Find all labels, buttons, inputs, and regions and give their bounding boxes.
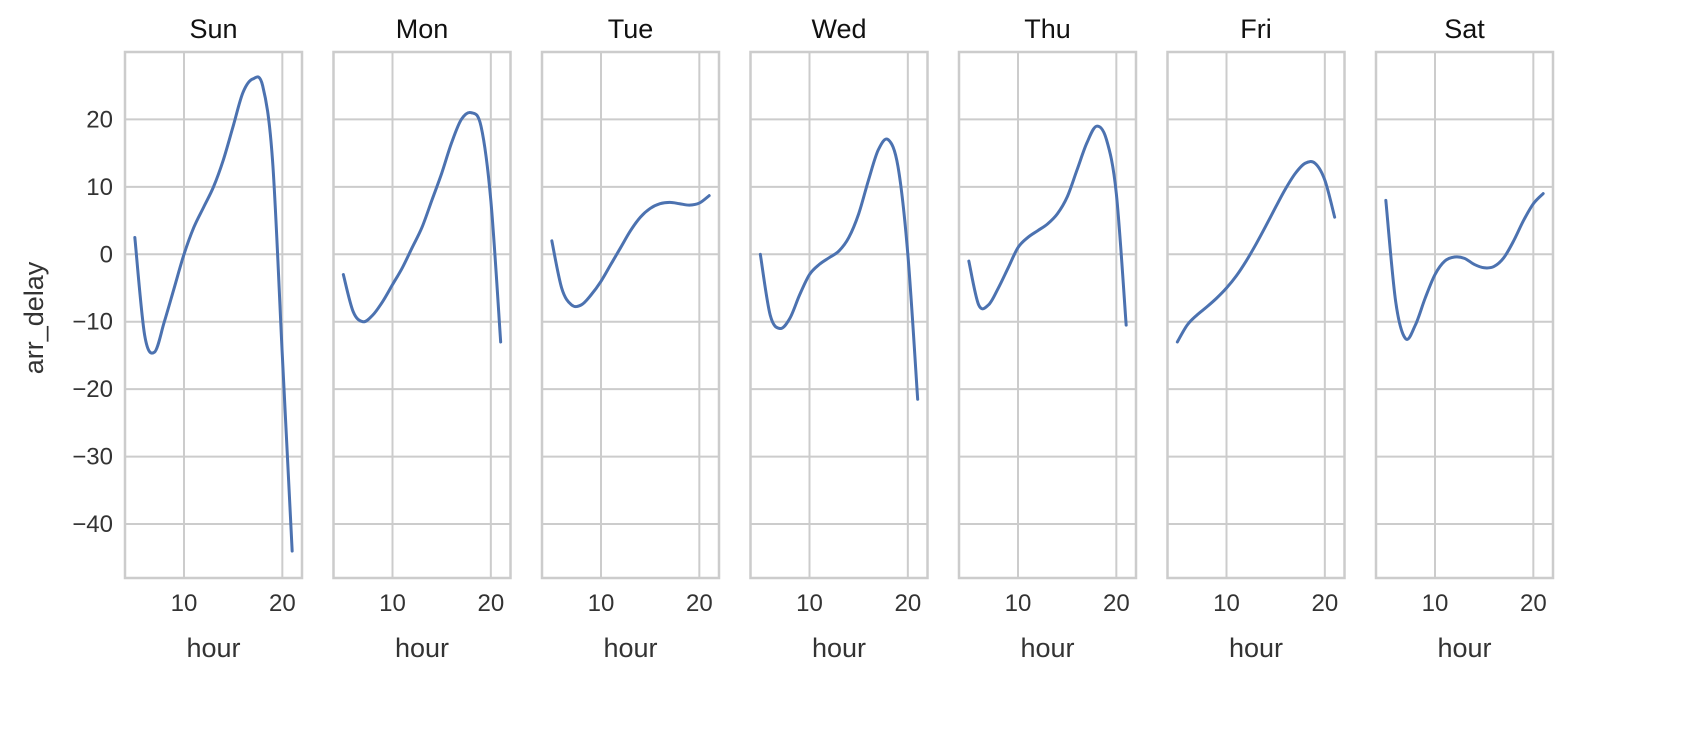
x-tick-label: 20 (1311, 590, 1338, 617)
x-tick-label: 10 (588, 590, 615, 617)
panel-frame (957, 50, 1138, 580)
panel-frame (1374, 50, 1555, 580)
panel-frame (123, 50, 304, 580)
panel-frame (1166, 50, 1346, 580)
x-tick-label: 10 (1005, 590, 1032, 617)
x-tick-label: 20 (686, 590, 713, 617)
facet-panel-sun: Sun 10 20 hour −40 −30 −20 −10 0 10 20 (72, 14, 304, 663)
panel-frame (540, 50, 721, 580)
series-line-sun (133, 75, 294, 553)
series-line-fri (1175, 160, 1337, 344)
facet-panel-wed: Wed 10 20 hour (749, 14, 929, 663)
y-tick-label: 20 (86, 106, 113, 133)
series-line-tue (550, 194, 711, 309)
x-axis-label: hour (812, 633, 866, 663)
x-tick-label: 10 (796, 590, 823, 617)
x-tick-label: 20 (1520, 590, 1547, 617)
x-tick-label: 10 (1422, 590, 1449, 617)
panel-title: Sun (189, 14, 237, 44)
y-tick-label: −30 (72, 444, 113, 471)
facet-panel-tue: Tue 10 20 hour (540, 14, 721, 663)
series-line-thu (967, 124, 1128, 327)
x-axis-label: hour (603, 633, 657, 663)
panel-title: Fri (1240, 14, 1271, 44)
x-tick-label: 20 (1103, 590, 1130, 617)
facet-panel-mon: Mon 10 20 hour (332, 14, 512, 663)
y-tick-label: 10 (86, 174, 113, 201)
y-tick-label: −20 (72, 376, 113, 403)
x-axis-label: hour (186, 633, 240, 663)
series-line-mon (341, 110, 503, 344)
x-tick-label: 10 (379, 590, 406, 617)
x-tick-label: 10 (171, 590, 198, 617)
x-axis-label: hour (1437, 633, 1491, 663)
panel-frame (749, 50, 929, 580)
x-axis-label: hour (395, 633, 449, 663)
facet-panel-fri: Fri 10 20 hour (1166, 14, 1346, 663)
x-tick-label: 20 (269, 590, 296, 617)
facet-panel-thu: Thu 10 20 hour (957, 14, 1138, 663)
panel-title: Mon (396, 14, 449, 44)
panel-frame (332, 50, 512, 580)
panel-title: Wed (811, 14, 866, 44)
panel-title: Thu (1024, 14, 1071, 44)
y-tick-label: −40 (72, 511, 113, 538)
x-tick-label: 20 (477, 590, 504, 617)
x-tick-label: 10 (1213, 590, 1240, 617)
x-axis-label: hour (1229, 633, 1283, 663)
panel-title: Tue (608, 14, 654, 44)
series-line-wed (758, 137, 920, 401)
series-line-sat (1384, 192, 1545, 341)
y-axis-label: arr_delay (19, 261, 49, 374)
x-axis-label: hour (1020, 633, 1074, 663)
y-tick-label: −10 (72, 309, 113, 336)
x-tick-label: 20 (894, 590, 921, 617)
y-tick-label: 0 (100, 241, 113, 268)
panel-title: Sat (1444, 14, 1485, 44)
facet-panel-sat: Sat 10 20 hour (1374, 14, 1555, 663)
